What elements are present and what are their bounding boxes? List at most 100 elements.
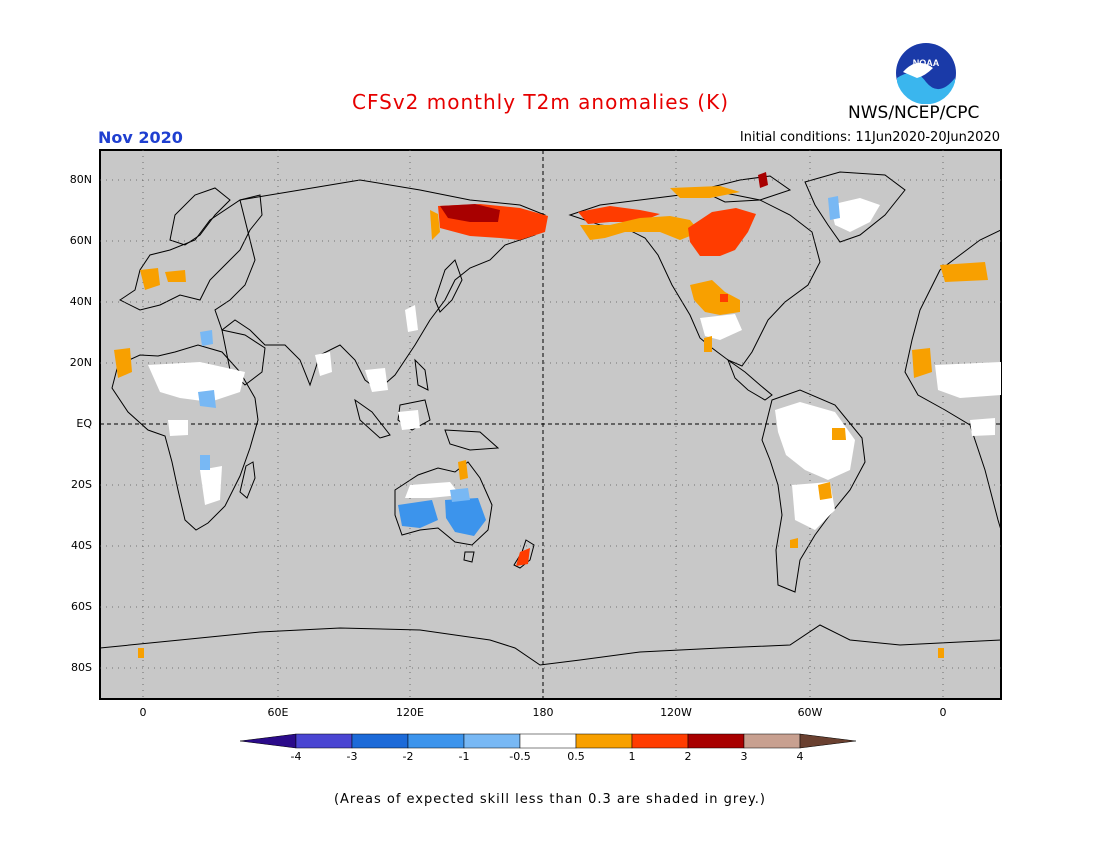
anomaly-central-africa-neutral — [168, 420, 188, 436]
anomaly-australia-mild-cool — [450, 488, 470, 502]
arctic-islands-outline — [698, 175, 792, 203]
anomaly-asia-neutral — [405, 305, 418, 332]
colorbar-tick-label: -4 — [290, 750, 302, 763]
anomaly-south-america-warm — [818, 482, 832, 500]
africa-outline — [111, 344, 259, 531]
anomaly-africa-south-neutral — [200, 466, 222, 505]
colorbar-arrow-high — [799, 733, 857, 749]
anomaly-antarctica-east-warm — [938, 648, 944, 658]
colorbar-segment — [631, 733, 689, 749]
anomaly-shading — [114, 172, 1001, 658]
anomaly-australia-west-cool — [398, 500, 438, 528]
footnote: (Areas of expected skill less than 0.3 a… — [333, 792, 767, 807]
initial-conditions: Initial conditions: 11Jun2020-20Jun2020 — [739, 130, 1000, 145]
south-america-outline — [761, 389, 866, 593]
colorbar-tick-label: 0.5 — [567, 750, 585, 763]
colorbar-segment — [575, 733, 633, 749]
colorbar — [239, 733, 857, 749]
logo-text: NOAA — [913, 58, 940, 68]
anomaly-patagonia-warm — [790, 538, 798, 548]
anomaly-greenland-neutral — [830, 198, 880, 232]
anomaly-mexico-warm — [704, 336, 712, 352]
lat-label-40n: 40N — [69, 295, 92, 308]
anomaly-east-central-africa-neutral — [970, 418, 995, 436]
central-america-outline — [726, 358, 773, 401]
antarctica-outline — [100, 624, 1001, 666]
europe-africa-east-outline — [904, 229, 1001, 531]
tasmania-outline — [463, 551, 475, 563]
anomaly-indonesia-neutral — [398, 410, 420, 430]
lon-label-60w: 60W — [797, 706, 823, 719]
colorbar-tick-label: -3 — [346, 750, 358, 763]
europe-outline — [119, 194, 263, 311]
colorbar-arrow-low — [239, 733, 297, 749]
anomaly-chukotka-1k — [580, 216, 700, 240]
anomaly-n-australia-warm — [458, 460, 468, 480]
colorbar-segment — [519, 733, 577, 749]
anomaly-east-europe-warm — [940, 262, 988, 282]
anomaly-usa-2k — [720, 294, 728, 302]
agency-label: NWS/NCEP/CPC — [848, 103, 980, 123]
anomaly-australia-neutral — [405, 482, 460, 498]
philippines-outline — [414, 358, 429, 391]
anomaly-canada-2k — [688, 208, 756, 256]
lat-label-20n: 20N — [69, 356, 92, 369]
lat-label-eq: EQ — [76, 417, 92, 430]
anomaly-arctic-1k — [670, 186, 740, 198]
anomaly-brazil-warm — [832, 428, 846, 440]
lat-label-60n: 60N — [69, 234, 92, 247]
sumatra-outline — [354, 398, 391, 439]
lon-label-60e: 60E — [267, 706, 289, 719]
lon-label-0-west: 0 — [139, 706, 147, 719]
lat-label-80n: 80N — [69, 173, 92, 186]
colorbar-tick-label: -1 — [458, 750, 470, 763]
colorbar-segment — [743, 733, 801, 749]
colorbar-tick-label: 4 — [796, 750, 804, 763]
australia-outline — [394, 461, 493, 546]
anomaly-antarctica-west-warm — [138, 648, 144, 658]
borneo-outline — [397, 399, 431, 431]
madagascar-outline — [239, 461, 256, 499]
colorbar-segment — [463, 733, 521, 749]
anomaly-greenland-cool — [828, 196, 840, 220]
lon-label-120w: 120W — [660, 706, 692, 719]
japan-outline — [434, 259, 463, 313]
anomaly-siberia-3k — [440, 204, 500, 222]
anomaly-usa-1k — [690, 280, 740, 315]
anomaly-usa-neutral — [700, 314, 742, 340]
lon-label-180: 180 — [532, 706, 554, 719]
colorbar-segment — [687, 733, 745, 749]
anomaly-india-neutral — [315, 352, 332, 376]
anomaly-siberia-1k — [430, 210, 440, 240]
anomaly-canada-3k — [758, 172, 768, 188]
anomaly-egypt-cool — [200, 330, 213, 346]
colorbar-tick-label: 1 — [628, 750, 636, 763]
anomaly-south-america-neutral — [775, 402, 855, 480]
anomaly-africa-neutral — [148, 362, 245, 402]
anomaly-west-africa-1k — [114, 348, 132, 378]
anomaly-africa-cool — [198, 390, 216, 408]
greenland-outline — [804, 171, 906, 243]
colorbar-tick-label: 2 — [684, 750, 692, 763]
new-guinea-outline — [444, 429, 500, 451]
colorbar-segment — [407, 733, 465, 749]
colorbar-segment — [351, 733, 409, 749]
colorbar-segment — [295, 733, 353, 749]
anomaly-east-w-africa-warm — [912, 348, 932, 378]
lat-label-80s: 80S — [71, 661, 92, 674]
anomaly-s-africa-cool — [200, 455, 210, 470]
colorbar-tick-label: 3 — [740, 750, 748, 763]
anomaly-east-africa-neutral — [935, 362, 1001, 398]
anomaly-australia-east-cool — [445, 498, 486, 536]
lat-label-20s: 20S — [71, 478, 92, 491]
colorbar-tick-label: -2 — [402, 750, 414, 763]
lon-label-120e: 120E — [396, 706, 424, 719]
noaa-logo: NOAA — [896, 43, 956, 104]
lat-label-40s: 40S — [71, 539, 92, 552]
anomaly-new-zealand-warm — [516, 548, 530, 566]
anomaly-europe-1k — [140, 268, 160, 290]
anomaly-se-asia-neutral — [365, 368, 388, 392]
forecast-month: Nov 2020 — [98, 128, 183, 147]
chart-title: CFSv2 monthly T2m anomalies (K) — [352, 90, 729, 114]
lon-label-0-east: 0 — [939, 706, 947, 719]
